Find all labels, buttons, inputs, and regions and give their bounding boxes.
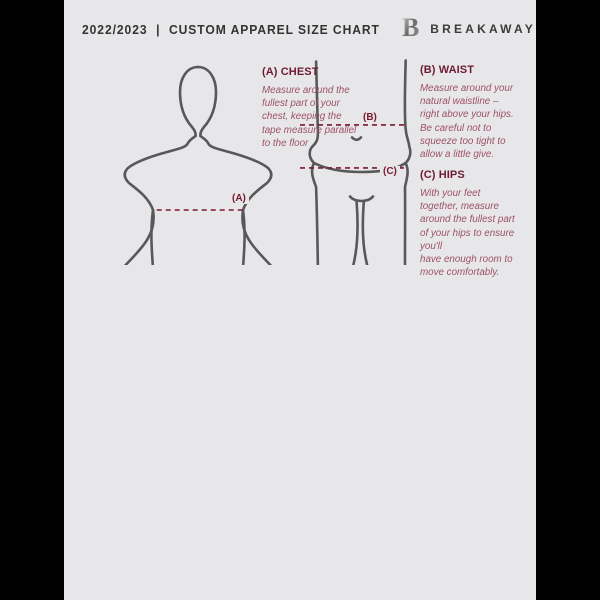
svg-text:B: B [402, 16, 419, 42]
